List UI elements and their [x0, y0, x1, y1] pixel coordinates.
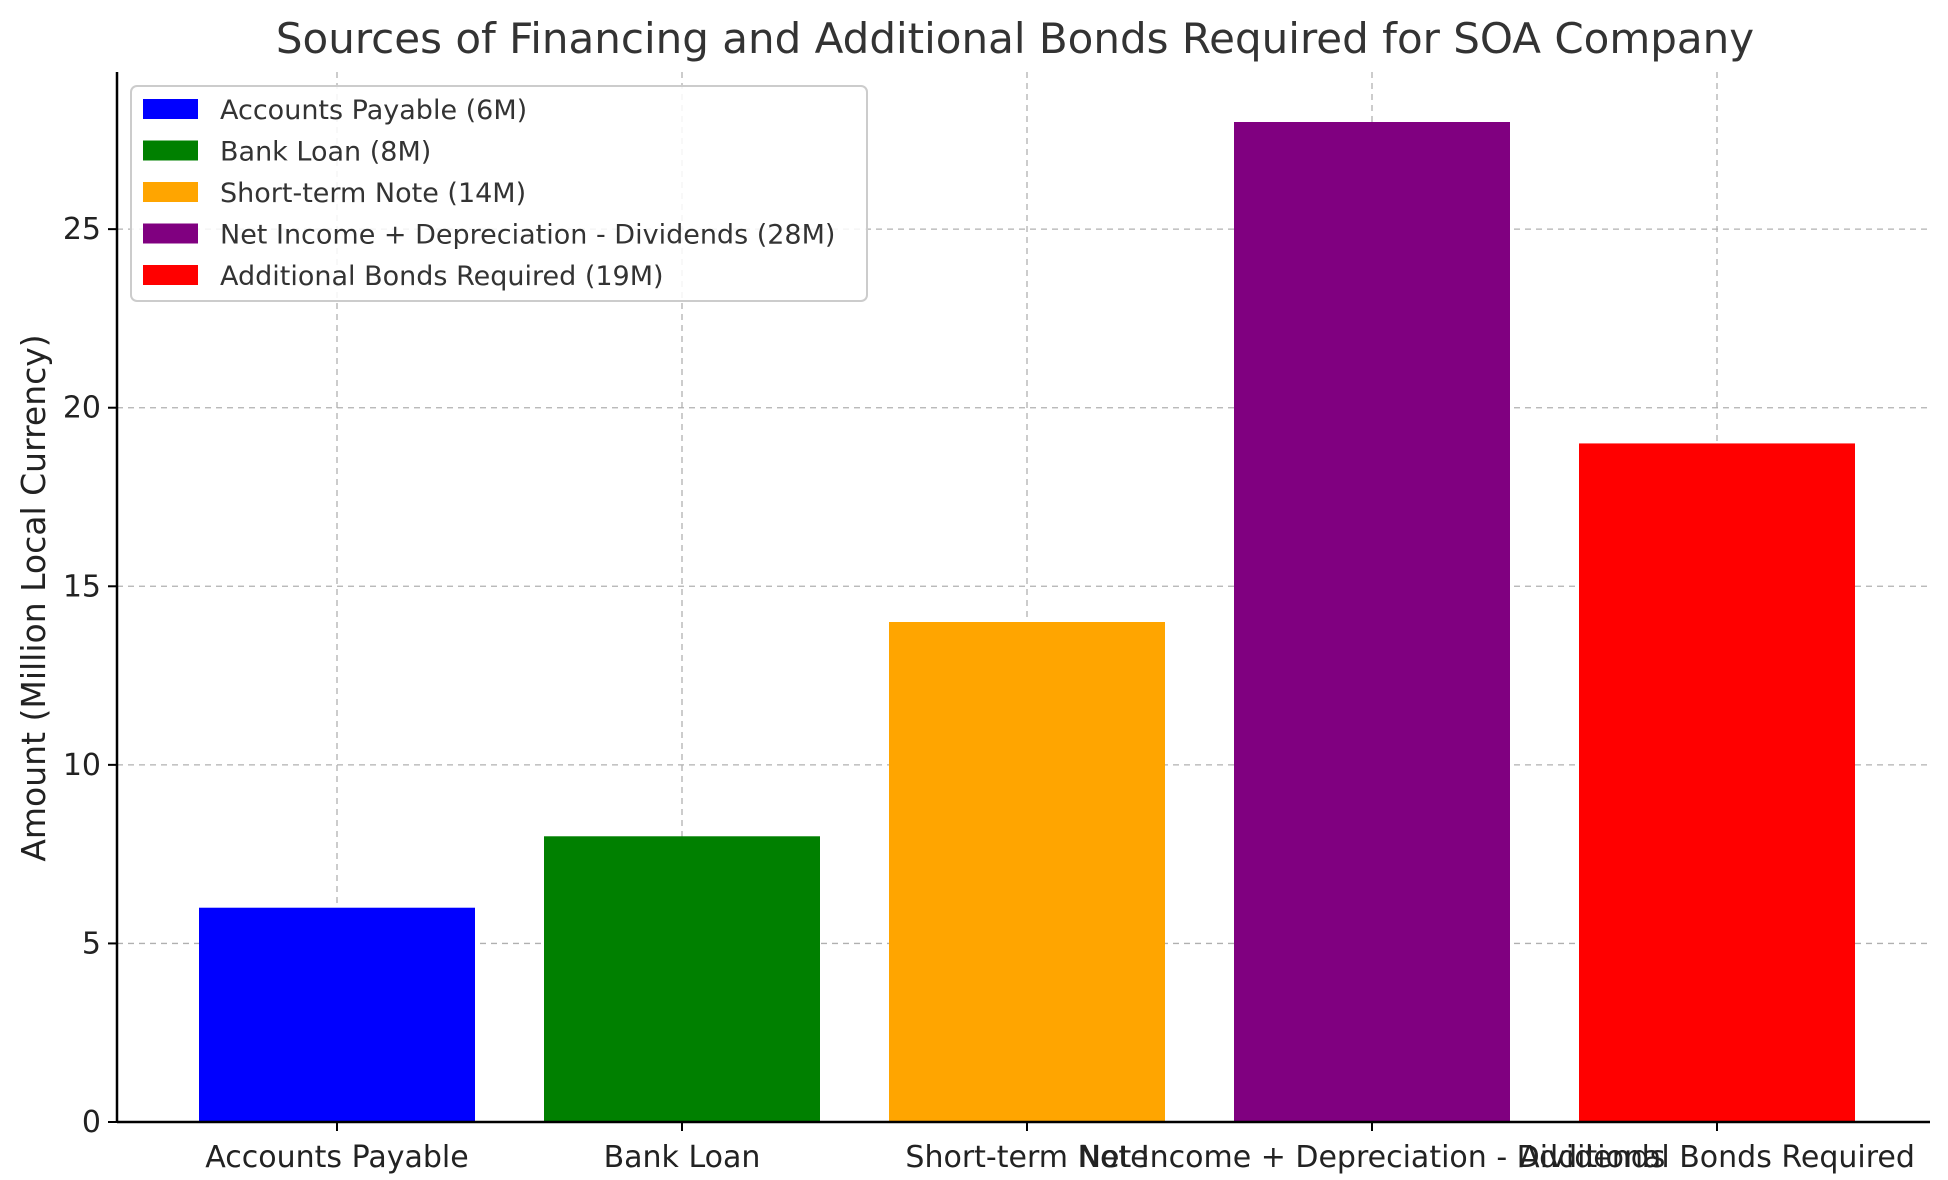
y-tick-label: 25 [63, 212, 101, 247]
y-tick-label: 15 [63, 569, 101, 604]
legend-label: Bank Loan (8M) [220, 137, 431, 168]
legend-label: Accounts Payable (6M) [220, 95, 527, 126]
legend-swatch [143, 265, 198, 285]
x-tick-label: Short-term Note [905, 1140, 1148, 1175]
chart-title: Sources of Financing and Additional Bond… [276, 14, 1754, 63]
x-tick-label: Additional Bonds Required [1519, 1140, 1915, 1175]
legend-swatch [143, 182, 198, 202]
bar [199, 907, 475, 1122]
legend-label: Net Income + Depreciation - Dividends (2… [220, 220, 835, 251]
legend-swatch [143, 223, 198, 244]
legend-label: Short-term Note (14M) [220, 178, 526, 209]
bar [1234, 122, 1510, 1122]
bar [544, 836, 820, 1122]
legend-box [130, 85, 868, 302]
axes [115, 72, 1930, 1124]
bar [1579, 443, 1855, 1122]
legend-label: Additional Bonds Required (19M) [220, 261, 664, 292]
y-tick-label: 5 [82, 926, 101, 961]
bars [199, 122, 1855, 1122]
y-tick-label: 10 [63, 748, 101, 783]
y-tick-label: 20 [63, 391, 101, 426]
x-tick-label: Accounts Payable [205, 1140, 468, 1175]
legend-swatch [143, 99, 198, 119]
bar [889, 622, 1165, 1122]
y-tick-label: 0 [82, 1105, 101, 1140]
y-axis-label: Amount (Million Local Currency) [14, 334, 53, 861]
x-tick-label: Net Income + Depreciation - Dividends [1079, 1140, 1666, 1175]
legend: Accounts Payable (6M) Bank Loan (8M) Short… [130, 85, 868, 302]
x-tick-label: Bank Loan [604, 1140, 761, 1175]
legend-swatch [143, 140, 198, 161]
ticks: 0 5 10 15 20 25 Accounts Payable Bank Loan Short… [63, 212, 1915, 1175]
